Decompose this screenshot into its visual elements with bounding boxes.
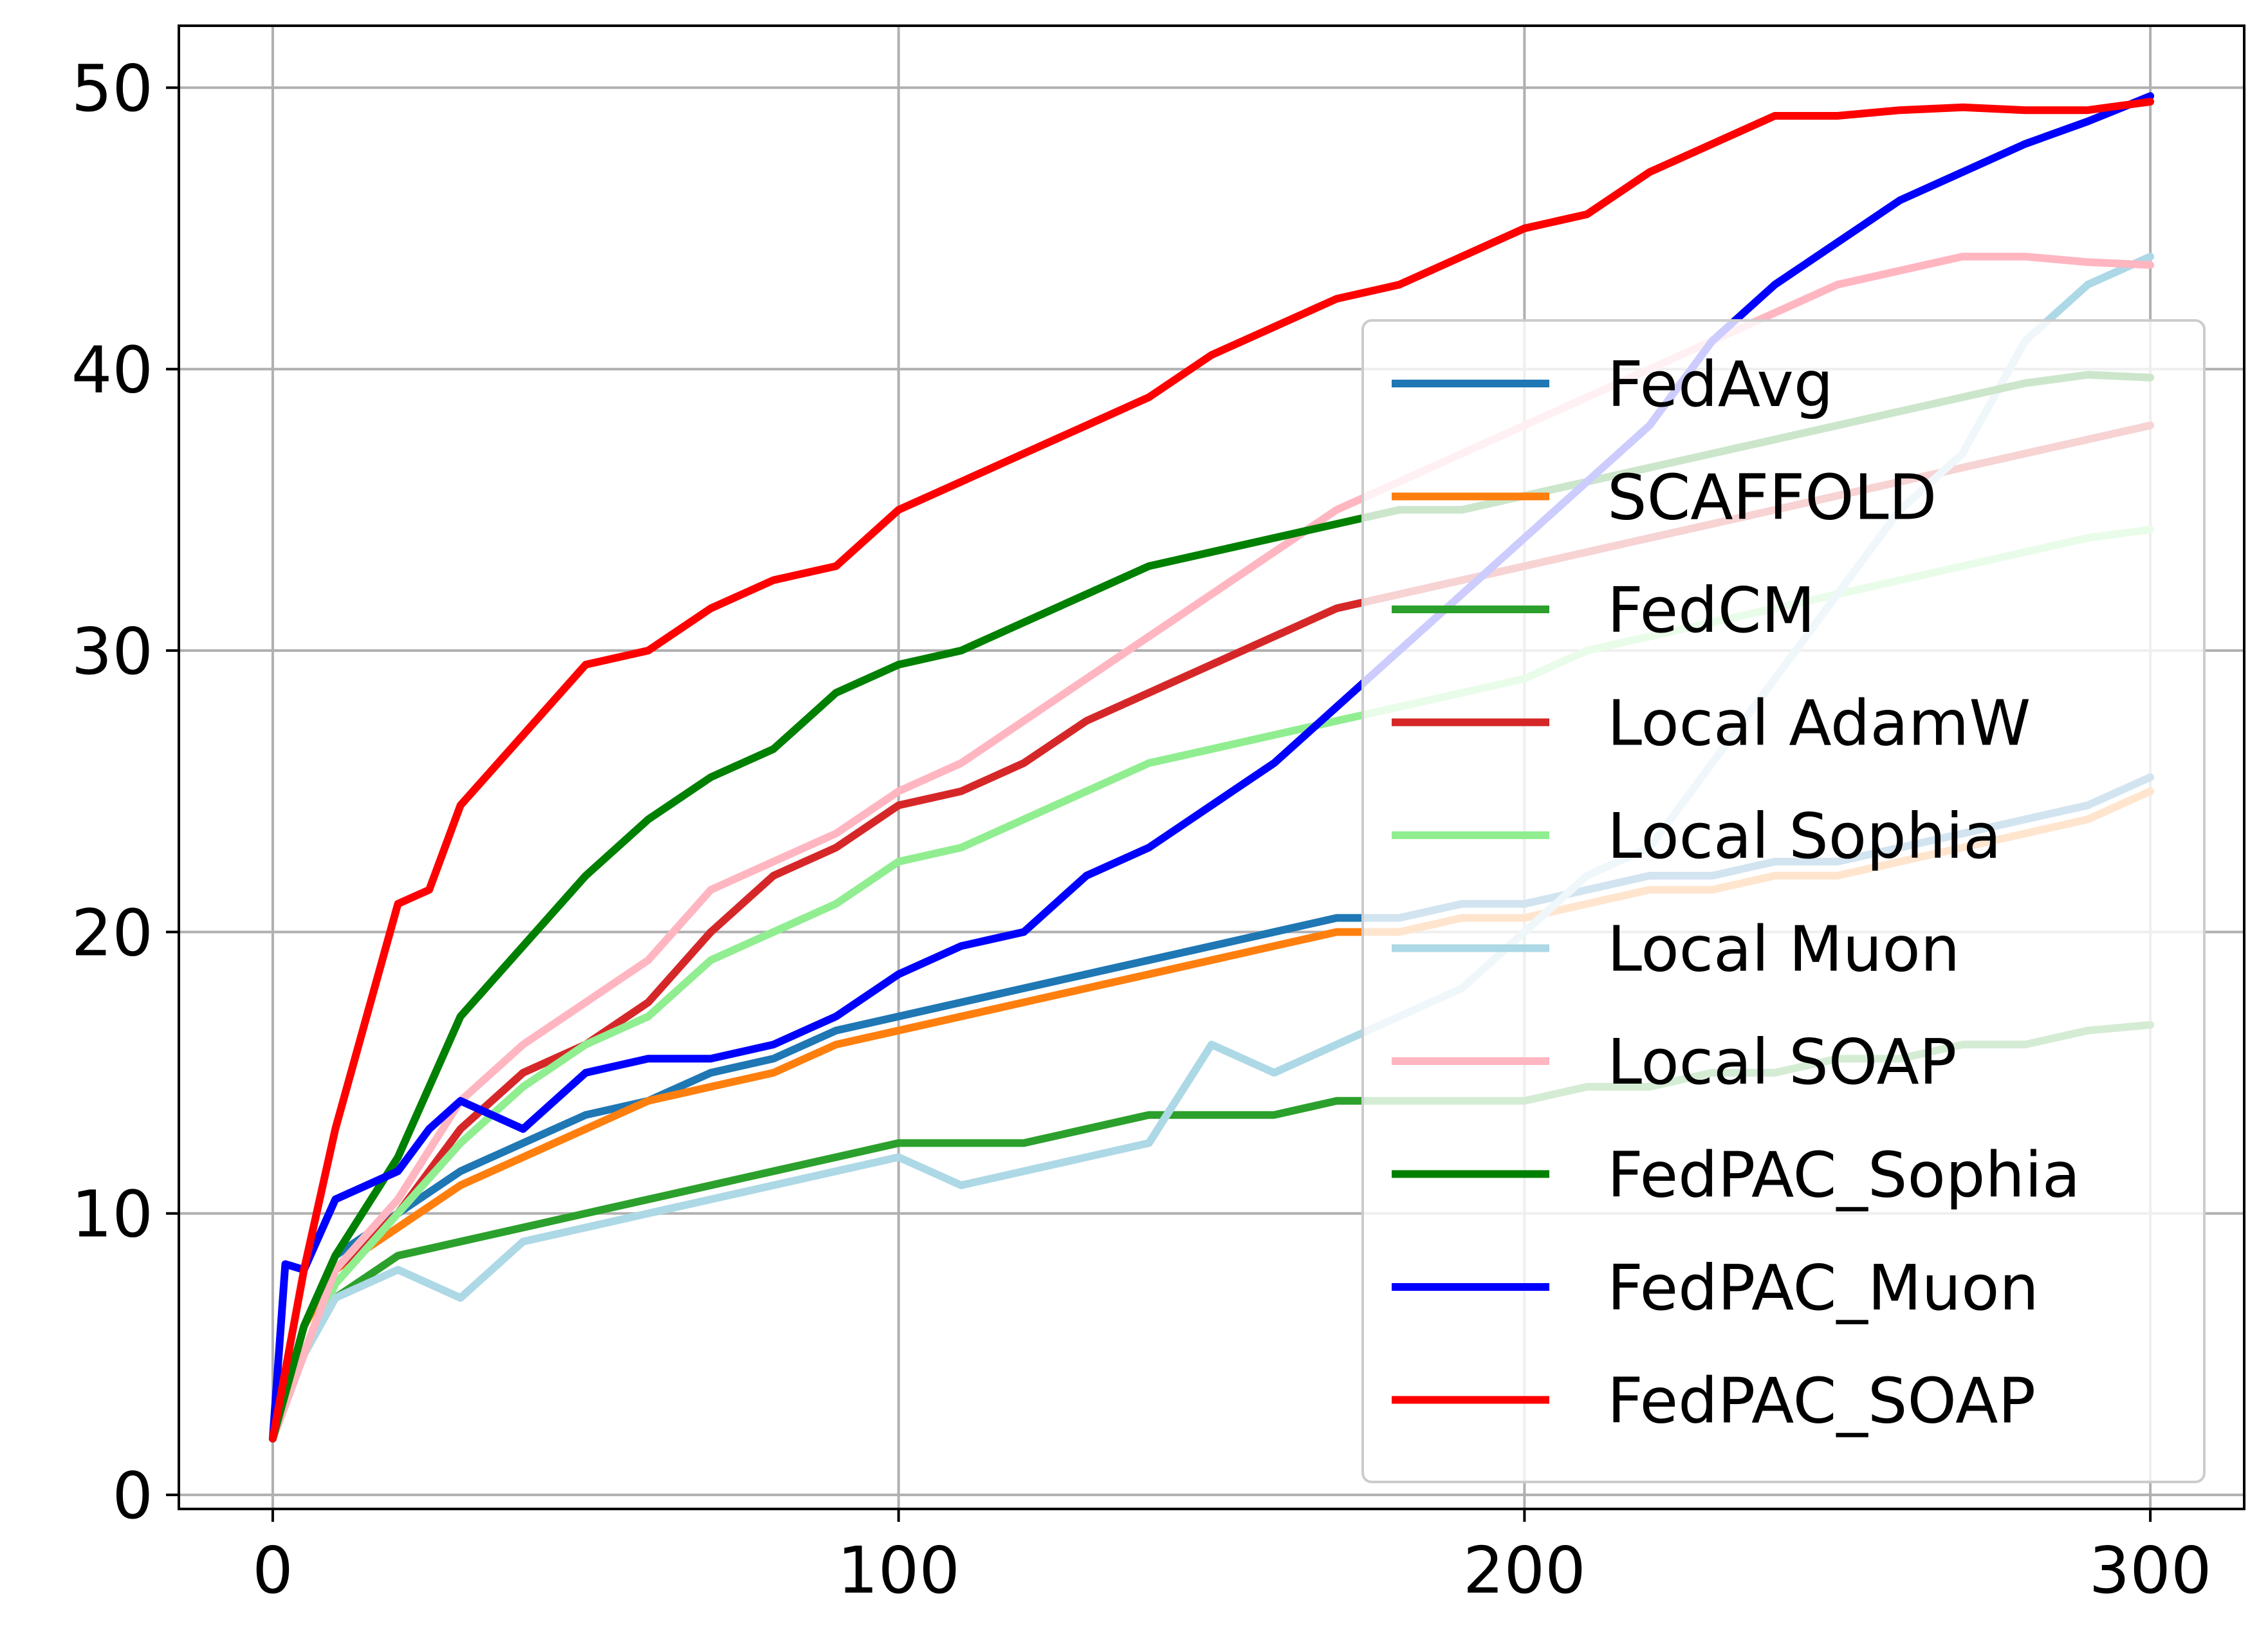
- x-tick-label: 0: [252, 1533, 293, 1608]
- y-tick-label: 40: [71, 333, 153, 408]
- legend-label: FedCM: [1607, 574, 1815, 647]
- series-line-fedpac-muon: [268, 92, 2155, 1443]
- legend-label: FedPAC_SOAP: [1607, 1365, 2036, 1438]
- y-tick-label: 50: [71, 51, 153, 126]
- y-tick-label: 0: [112, 1458, 153, 1533]
- x-tick-label: 100: [837, 1533, 960, 1608]
- plot-frame: [178, 24, 2245, 1510]
- x-tick-label: 300: [2089, 1533, 2212, 1608]
- series-line-local-soap: [268, 252, 2155, 1443]
- y-tick-label: 30: [71, 614, 153, 689]
- legend-box: [1361, 319, 2206, 1483]
- y-tick-label: 10: [71, 1177, 153, 1252]
- axes-ticks: 0 100 200 300 0 10 20 30 40 50: [71, 51, 2212, 1608]
- legend-label: FedAvg: [1607, 348, 1833, 421]
- legend-label: FedPAC_Sophia: [1607, 1139, 2080, 1212]
- legend-label: SCAFFOLD: [1607, 461, 1937, 534]
- legend-label: Local Sophia: [1607, 800, 2002, 873]
- legend-label: Local AdamW: [1607, 687, 2031, 760]
- legend-label: Local SOAP: [1607, 1026, 1957, 1098]
- legend-label: FedPAC_Muon: [1607, 1252, 2039, 1324]
- y-tick-label: 20: [71, 895, 153, 970]
- x-tick-label: 200: [1463, 1533, 1586, 1608]
- series-line-fedpac-soap: [268, 98, 2155, 1443]
- legend: FedAvg SCAFFOLD FedCM Local AdamW Local Soph…: [1361, 319, 2206, 1483]
- legend-label: Local Muon: [1607, 913, 1960, 986]
